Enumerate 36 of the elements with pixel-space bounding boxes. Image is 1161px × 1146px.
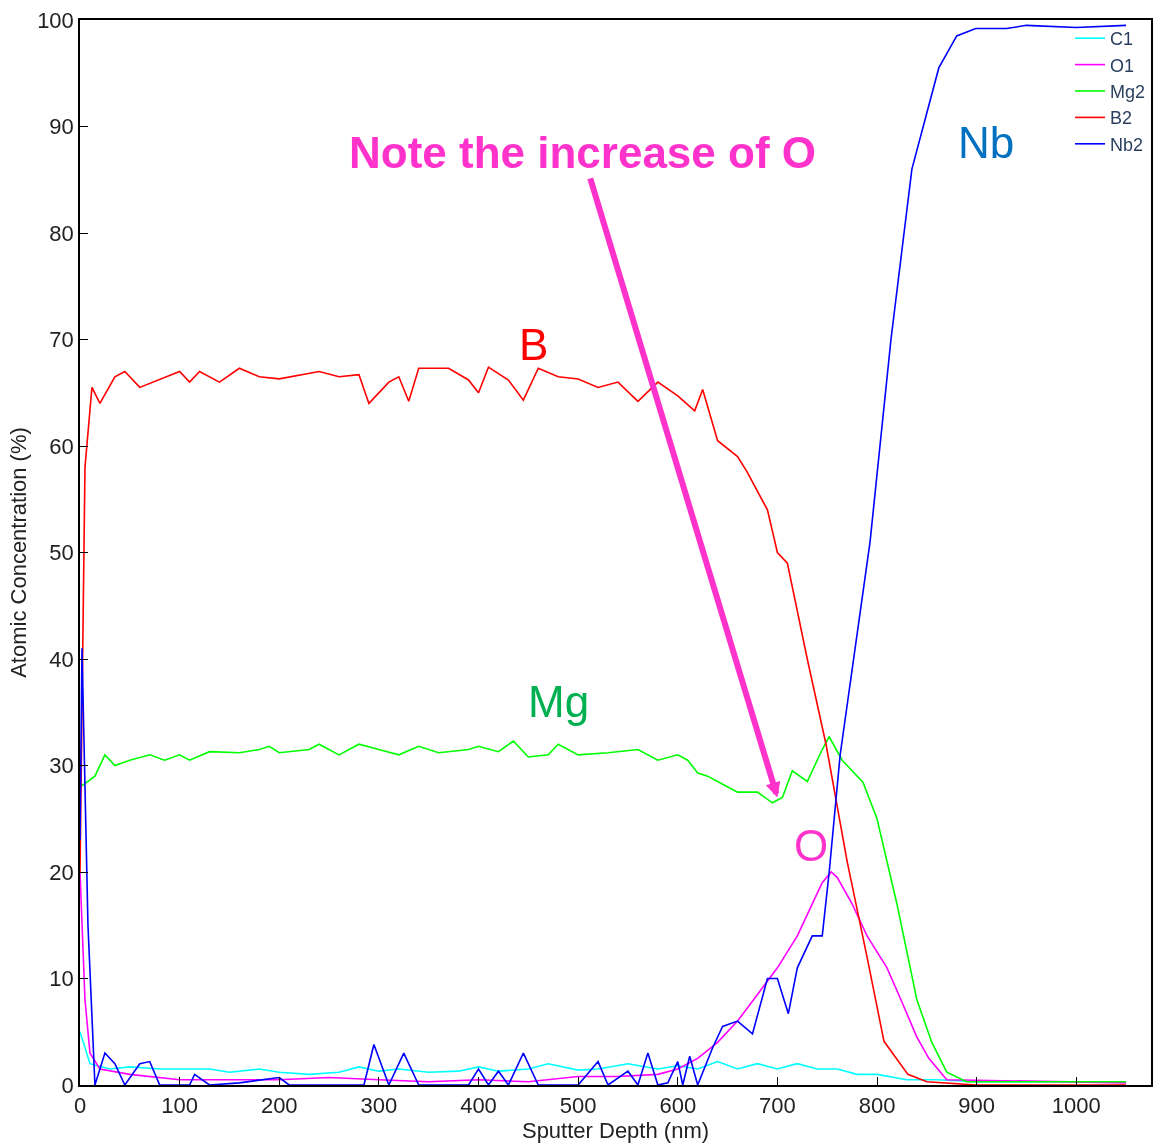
x-tick-label: 300: [360, 1093, 398, 1119]
x-tick-label: 100: [161, 1093, 198, 1119]
x-axis-title: Sputter Depth (nm): [521, 1118, 710, 1144]
y-tick-label: 80: [49, 220, 74, 246]
x-tick-label: 600: [659, 1093, 697, 1119]
y-tick-label: 50: [49, 540, 74, 566]
line-series: [80, 366, 1127, 1085]
y-axis-title: Atomic Concentration (%): [6, 427, 32, 678]
annotation: Note the increase of O: [349, 128, 817, 177]
y-tick-label: 100: [37, 7, 74, 33]
x-tick-label: 500: [559, 1093, 597, 1119]
y-tick-label: 0: [61, 1072, 74, 1098]
x-tick-label: 400: [460, 1093, 497, 1119]
legend-label: B2: [1110, 108, 1133, 129]
x-tick-label: 800: [858, 1093, 896, 1119]
y-tick-label: 20: [49, 859, 74, 885]
x-tick-label: 200: [260, 1093, 298, 1119]
legend-label: C1: [1110, 29, 1134, 50]
x-tick-label: 900: [958, 1093, 996, 1119]
legend-label: Nb2: [1110, 134, 1144, 155]
y-tick-label: 70: [49, 327, 74, 353]
legend-label: Mg2: [1110, 82, 1146, 103]
y-tick-label: 30: [49, 753, 74, 779]
line-series: [80, 871, 1127, 1084]
annotation: O: [794, 821, 829, 870]
x-tick-label: 1000: [1051, 1093, 1101, 1119]
y-tick-label: 60: [49, 433, 74, 459]
x-tick-label: 700: [759, 1093, 796, 1119]
line-series: [80, 735, 1127, 1083]
annotation: Mg: [528, 677, 590, 726]
y-tick-label: 40: [49, 646, 74, 672]
y-tick-label: 90: [49, 114, 74, 140]
legend-label: O1: [1110, 55, 1135, 76]
annotation: B: [519, 320, 549, 369]
annotation: Nb: [958, 118, 1015, 167]
y-tick-label: 10: [49, 966, 74, 992]
